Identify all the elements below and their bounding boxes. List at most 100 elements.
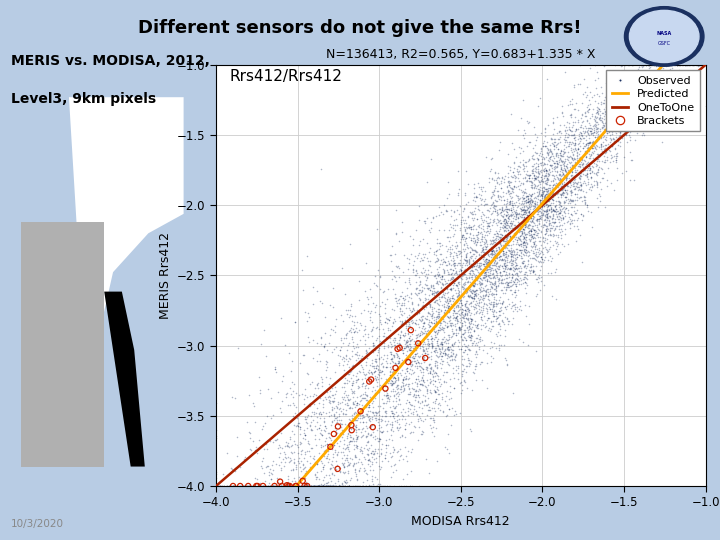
Point	[544, 181, 555, 190]
Point	[380, 357, 392, 366]
Point	[431, 276, 443, 285]
Point	[624, 107, 635, 116]
Point	[415, 363, 427, 372]
Point	[570, 126, 581, 134]
Point	[243, 482, 255, 490]
Point	[496, 174, 508, 183]
Point	[365, 421, 377, 430]
Point	[326, 431, 338, 440]
Point	[397, 330, 409, 339]
Point	[576, 130, 588, 139]
Point	[486, 235, 498, 244]
Point	[541, 175, 553, 184]
Point	[543, 219, 554, 228]
Point	[348, 388, 359, 396]
Point	[390, 369, 401, 377]
Point	[502, 316, 513, 325]
Point	[286, 442, 297, 451]
Point	[418, 321, 429, 330]
Point	[323, 441, 334, 450]
Point	[562, 217, 574, 226]
Point	[431, 288, 443, 296]
Point	[497, 221, 508, 230]
Point	[575, 114, 587, 123]
Point	[537, 205, 549, 214]
Point	[293, 482, 305, 490]
Point	[444, 335, 455, 343]
Point	[541, 176, 552, 185]
Point	[472, 230, 484, 238]
Point	[511, 235, 523, 244]
Point	[541, 174, 552, 183]
Point	[428, 291, 440, 299]
Point	[545, 147, 557, 156]
Point	[460, 223, 472, 232]
Point	[577, 127, 588, 136]
Point	[588, 128, 600, 137]
Point	[445, 206, 456, 215]
Point	[524, 194, 536, 202]
Point	[673, 60, 685, 69]
Point	[359, 453, 370, 462]
Point	[488, 230, 500, 238]
Point	[489, 167, 500, 176]
Point	[683, 60, 695, 69]
Point	[366, 399, 378, 407]
Point	[572, 159, 583, 167]
Point	[606, 150, 617, 159]
Point	[505, 184, 517, 192]
Point	[596, 165, 608, 174]
Point	[589, 144, 600, 152]
Point	[531, 247, 542, 256]
Point	[505, 259, 517, 268]
Point	[394, 292, 405, 301]
Point	[491, 269, 503, 278]
Point	[494, 256, 505, 265]
Point	[343, 420, 355, 429]
Point	[558, 159, 570, 167]
Point	[632, 65, 644, 73]
Point	[501, 278, 513, 286]
Point	[471, 286, 482, 294]
Point	[487, 202, 498, 211]
Point	[451, 315, 463, 323]
Point	[593, 99, 604, 107]
Point	[495, 233, 506, 241]
Point	[475, 279, 487, 288]
Point	[526, 153, 538, 162]
Point	[310, 482, 322, 490]
Point	[541, 166, 552, 174]
Point	[552, 167, 563, 176]
Point	[533, 237, 544, 245]
Point	[454, 280, 465, 289]
Point	[476, 278, 487, 287]
Point	[620, 130, 631, 139]
Point	[467, 315, 478, 324]
Point	[477, 336, 488, 345]
Point	[610, 129, 621, 138]
Point	[386, 380, 397, 389]
Point	[228, 482, 240, 490]
Point	[650, 60, 662, 69]
Point	[402, 336, 414, 345]
Point	[267, 456, 279, 465]
Point	[426, 224, 437, 232]
Point	[345, 326, 356, 334]
Point	[367, 408, 379, 417]
Point	[461, 314, 472, 322]
Point	[581, 202, 593, 211]
Point	[482, 359, 493, 367]
Point	[489, 258, 500, 267]
Point	[458, 283, 469, 292]
Point	[500, 221, 511, 230]
Point	[343, 377, 354, 386]
Point	[341, 441, 353, 449]
Point	[318, 482, 329, 490]
Point	[537, 188, 549, 197]
Point	[512, 214, 523, 222]
Point	[558, 145, 570, 153]
Point	[592, 133, 603, 141]
Point	[288, 482, 300, 490]
Point	[450, 289, 462, 298]
Point	[586, 142, 598, 151]
